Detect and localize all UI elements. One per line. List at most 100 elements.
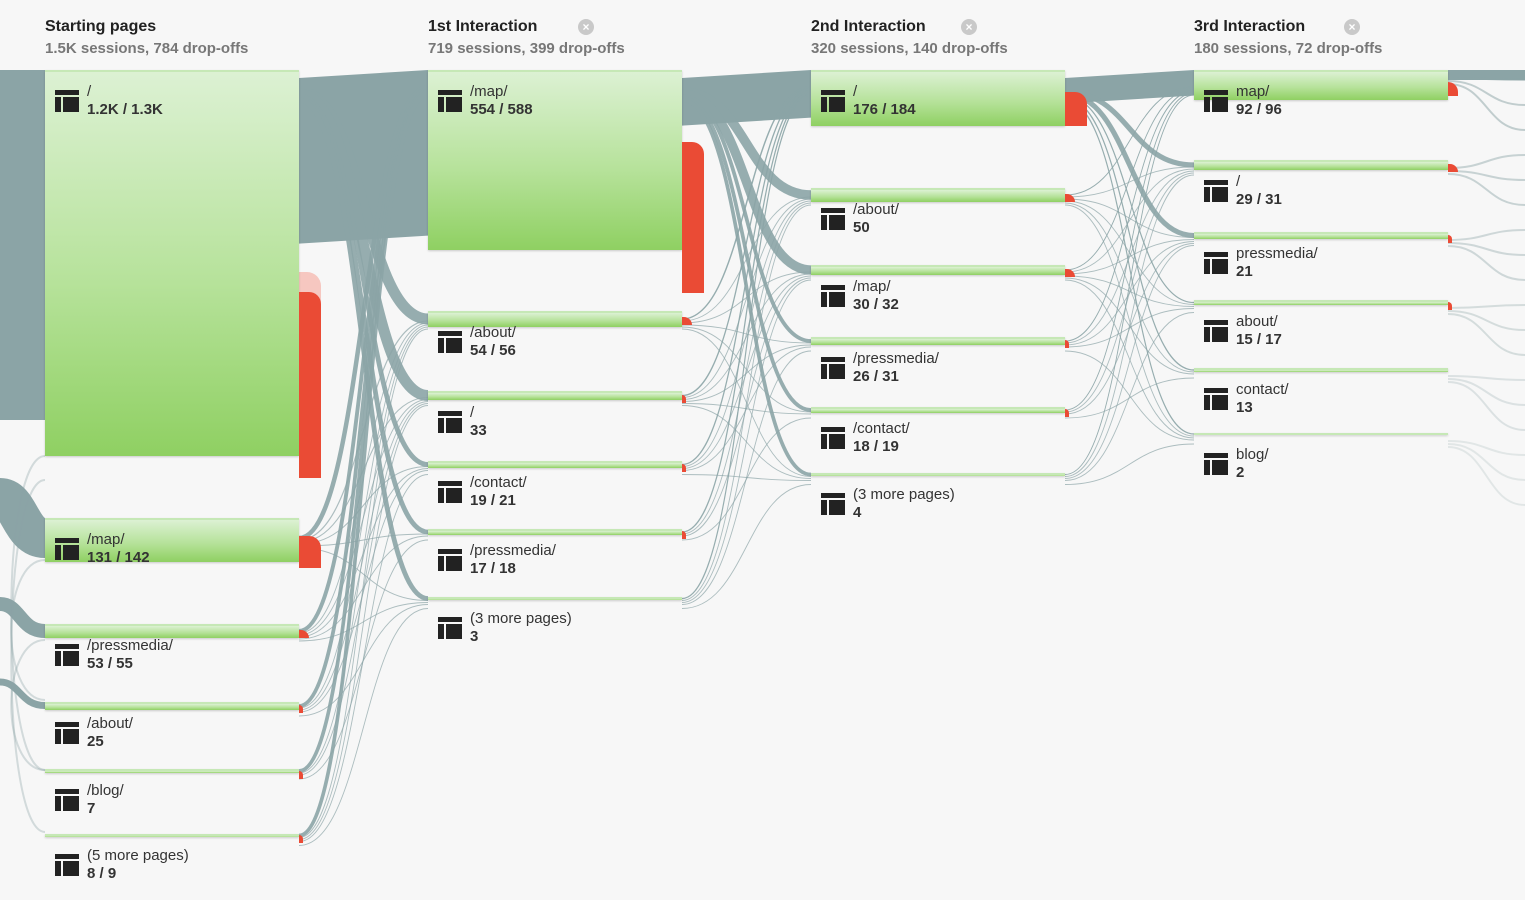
dropoff-bar[interactable] xyxy=(1065,340,1069,348)
entry-flow-link xyxy=(0,478,49,558)
page-icon xyxy=(1204,180,1228,202)
flow-link xyxy=(298,405,429,840)
dropoff-bar[interactable] xyxy=(1065,194,1075,202)
page-node[interactable]: /pressmedia/17 / 18 xyxy=(428,529,686,581)
node-label: /pressmedia/17 / 18 xyxy=(470,542,556,578)
dropoff-bar[interactable] xyxy=(299,536,321,568)
page-node[interactable]: contact/13 xyxy=(1194,368,1448,420)
node-page: /blog/ xyxy=(87,782,124,799)
outgoing-flow xyxy=(1447,381,1525,431)
page-node[interactable]: blog/2 xyxy=(1194,433,1448,485)
dropoff-bar[interactable] xyxy=(299,705,303,713)
dropoff-bar[interactable] xyxy=(299,835,303,843)
node-label: /pressmedia/53 / 55 xyxy=(87,637,173,673)
node-count: 17 / 18 xyxy=(470,560,516,577)
column-subtitle: 1.5K sessions, 784 drop-offs xyxy=(45,40,249,57)
node-count: 26 / 31 xyxy=(853,368,899,385)
flow-link xyxy=(298,324,429,709)
dropoff-bar[interactable] xyxy=(1065,409,1069,417)
node-label: /map/554 / 588 xyxy=(470,83,533,119)
node-count: 176 / 184 xyxy=(853,101,916,118)
node-page: /about/ xyxy=(87,715,133,732)
node-bar xyxy=(45,70,299,456)
node-count: 30 / 32 xyxy=(853,296,899,313)
node-label: /pressmedia/26 / 31 xyxy=(853,350,939,386)
dropoff-bar[interactable] xyxy=(1065,92,1087,126)
close-icon[interactable]: × xyxy=(961,19,977,35)
node-page: (5 more pages) xyxy=(87,847,189,864)
page-node[interactable]: /about/50 xyxy=(811,188,1075,240)
page-node[interactable]: /map/30 / 32 xyxy=(811,265,1075,317)
node-count: 554 / 588 xyxy=(470,101,533,118)
page-node[interactable]: /33 xyxy=(428,391,686,443)
page-node[interactable]: /map/131 / 142 xyxy=(45,518,321,570)
node-label: pressmedia/21 xyxy=(1236,245,1318,281)
node-page: /pressmedia/ xyxy=(853,350,939,367)
dropoff-bar[interactable] xyxy=(682,317,692,325)
page-node[interactable]: /contact/18 / 19 xyxy=(811,407,1069,459)
page-icon xyxy=(1204,252,1228,274)
node-count: 4 xyxy=(853,504,862,521)
page-node[interactable]: /map/554 / 588 xyxy=(428,70,704,293)
page-node[interactable]: (3 more pages) 3 xyxy=(428,597,682,649)
node-bar xyxy=(1194,70,1448,100)
column-header-0: Starting pages 1.5K sessions, 784 drop-of… xyxy=(45,16,305,60)
dropoff-bar[interactable] xyxy=(682,142,704,293)
dropoff-bar[interactable] xyxy=(1448,164,1458,172)
outgoing-flow xyxy=(1447,245,1525,281)
page-node[interactable]: about/15 / 17 xyxy=(1194,300,1452,352)
node-label: /map/131 / 142 xyxy=(87,531,150,567)
flow-link xyxy=(1064,95,1195,304)
column-header-1: 1st Interaction 719 sessions, 399 drop-of… xyxy=(428,16,688,60)
page-node[interactable]: /pressmedia/53 / 55 xyxy=(45,624,309,676)
dropoff-bar[interactable] xyxy=(299,771,303,779)
page-node[interactable]: /176 / 184 xyxy=(811,70,1087,126)
dropoff-bar[interactable] xyxy=(1448,82,1458,96)
dropoff-bar[interactable] xyxy=(682,531,686,539)
node-page: /about/ xyxy=(853,201,899,218)
flow-link xyxy=(298,403,429,776)
node-page: /contact/ xyxy=(470,474,527,491)
page-node[interactable]: /pressmedia/26 / 31 xyxy=(811,337,1069,389)
node-bar xyxy=(1194,300,1448,305)
close-icon[interactable]: × xyxy=(1344,19,1360,35)
page-node[interactable]: /29 / 31 xyxy=(1194,160,1458,212)
node-page: /pressmedia/ xyxy=(470,542,556,559)
page-node[interactable]: /about/25 xyxy=(45,702,303,754)
node-label: /about/25 xyxy=(87,715,133,751)
dropoff-bar[interactable] xyxy=(1448,235,1452,243)
dropoff-bar[interactable] xyxy=(299,292,321,478)
column-header-2: 2nd Interaction 320 sessions, 140 drop-of… xyxy=(811,16,1071,60)
flow-link xyxy=(1064,90,1195,342)
page-node[interactable]: pressmedia/21 xyxy=(1194,232,1452,284)
column-subtitle: 180 sessions, 72 drop-offs xyxy=(1194,40,1383,57)
page-node[interactable]: (5 more pages) 8 / 9 xyxy=(45,834,303,886)
column-title: 2nd Interaction xyxy=(811,18,926,35)
node-label: (3 more pages) 4 xyxy=(853,486,955,522)
dropoff-bar[interactable] xyxy=(299,630,309,638)
flow-link xyxy=(1064,174,1195,477)
page-node[interactable]: /1.2K / 1.3K xyxy=(45,70,321,478)
dropoff-bar[interactable] xyxy=(682,395,686,403)
entry-flow-link xyxy=(0,678,46,709)
dropoff-bar[interactable] xyxy=(1065,269,1075,277)
dropoff-bar[interactable] xyxy=(1448,302,1452,310)
dropoff-bar[interactable] xyxy=(682,464,686,472)
close-icon[interactable]: × xyxy=(578,19,594,35)
column-title: 1st Interaction xyxy=(428,18,538,35)
flow-link xyxy=(681,277,812,537)
flow-link xyxy=(681,350,812,605)
page-node[interactable]: /blog/7 xyxy=(45,769,303,821)
page-icon xyxy=(438,90,462,112)
node-bar xyxy=(428,70,682,250)
page-node[interactable]: map/92 / 96 xyxy=(1194,70,1458,122)
flow-link xyxy=(681,202,812,535)
page-node[interactable]: /contact/19 / 21 xyxy=(428,461,686,513)
node-bar xyxy=(428,311,682,327)
node-bar xyxy=(811,473,1065,476)
node-bar xyxy=(428,529,682,535)
node-page: / xyxy=(470,404,475,421)
page-node[interactable]: (3 more pages) 4 xyxy=(811,473,1065,525)
page-node[interactable]: /about/54 / 56 xyxy=(428,311,692,363)
